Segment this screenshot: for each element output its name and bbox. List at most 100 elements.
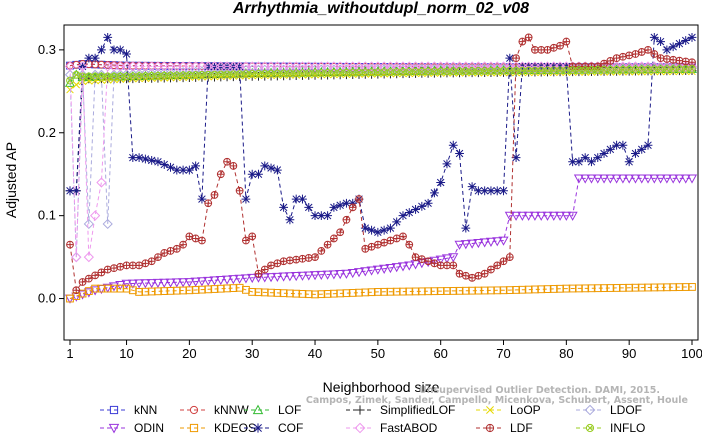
data-point [102,283,113,293]
data-point [536,211,547,221]
legend-item-ldof: LDOF [576,403,642,417]
data-point [329,289,338,298]
data-point [675,283,684,292]
data-point [550,44,558,52]
data-point [411,67,420,76]
data-point [613,66,620,73]
data-point [243,71,249,77]
data-point [159,160,169,169]
data-point [498,236,509,246]
data-point [687,33,697,42]
data-point [171,278,182,288]
data-point [682,58,690,65]
legend-item-loop: LoOP [476,403,541,417]
x-tick-label: 100 [681,346,702,361]
data-point [241,194,251,204]
data-point [240,274,251,284]
data-point [316,270,327,281]
data-point [216,70,225,79]
data-point [78,289,87,298]
data-point [531,46,539,54]
data-point [128,153,138,163]
data-point [148,257,156,265]
data-point [242,237,250,244]
data-point [85,275,93,283]
data-point [154,253,162,261]
data-point [549,66,558,75]
data-point [651,66,658,73]
data-point [78,72,87,81]
y-tick-label: 0.2 [38,125,56,140]
data-point [392,217,402,227]
data-point [479,238,490,248]
data-point [676,66,683,72]
data-point [286,71,294,79]
data-point [184,278,195,288]
data-point [348,198,358,208]
data-point [134,279,145,289]
data-point [147,71,156,80]
data-point [267,261,275,269]
data-point [218,71,224,78]
data-point [612,284,621,292]
data-point [505,53,515,63]
data-point [127,279,138,289]
data-point [681,283,690,291]
data-point [656,65,665,74]
data-point [575,284,583,293]
data-point [587,66,596,74]
data-point [505,286,514,294]
data-point [562,284,571,293]
data-point [375,69,381,75]
y-tick-label: 0.1 [38,208,56,223]
data-point [267,69,275,78]
data-point [186,72,193,78]
data-point [513,67,519,74]
data-point [525,34,533,41]
data-point [576,67,582,73]
data-point [331,70,337,76]
data-point [66,294,74,303]
data-point [109,405,119,415]
data-point [254,169,263,179]
data-point [205,72,211,78]
data-point [71,186,81,196]
data-point [86,73,92,80]
data-point [538,67,544,74]
data-point [649,33,659,42]
data-point [500,68,507,74]
data-point [436,287,445,295]
data-point [644,283,652,292]
data-point [437,68,444,75]
data-point [349,203,357,211]
data-point [606,57,614,65]
data-point [146,279,157,289]
data-point [103,72,112,81]
data-point [397,262,409,272]
data-point [291,271,302,282]
data-point [361,68,370,77]
data-point [347,268,358,279]
data-point [66,241,74,249]
data-point [71,251,82,263]
legend-item-fastabod: FastABOD [346,421,438,434]
x-tick-label: 80 [559,346,573,361]
data-point [449,67,458,76]
data-point [467,182,477,192]
data-point [121,279,132,289]
data-point [662,65,671,74]
data-point [444,68,450,75]
data-point [260,69,269,78]
data-point [688,283,696,291]
data-point [210,70,219,79]
data-point [575,66,583,74]
data-point [630,174,641,184]
data-point [304,71,313,79]
data-point [625,283,634,292]
data-point [159,278,170,288]
data-point [449,261,457,269]
data-point [631,149,640,158]
data-point [473,238,484,249]
data-point [372,265,383,275]
data-point [317,290,326,299]
